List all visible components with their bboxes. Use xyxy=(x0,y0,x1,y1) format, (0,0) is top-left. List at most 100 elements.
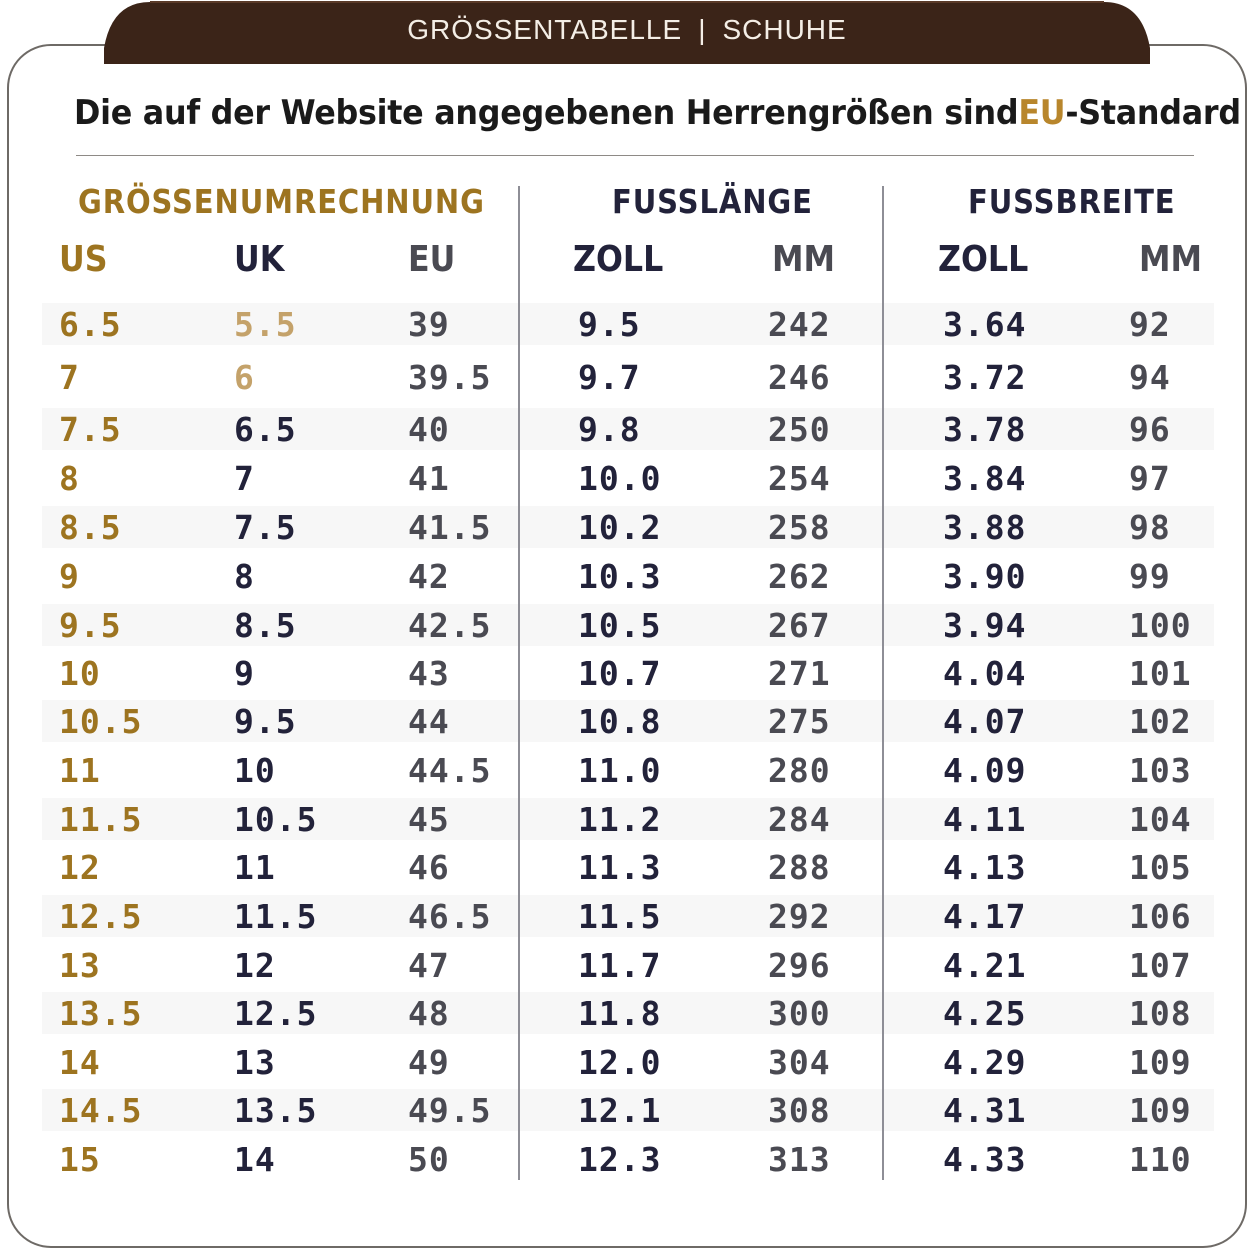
cell-width-mm: 98 xyxy=(1129,508,1171,547)
tab-title-separator: | xyxy=(698,14,707,45)
cell-length-mm: 313 xyxy=(768,1140,831,1179)
cell-eu: 46.5 xyxy=(408,897,492,936)
cell-width-mm: 96 xyxy=(1129,410,1171,449)
cell-eu: 41.5 xyxy=(408,508,492,547)
cell-length-in: 11.8 xyxy=(578,994,662,1033)
cell-length-in: 11.3 xyxy=(578,848,662,887)
cell-length-mm: 280 xyxy=(768,751,831,790)
cell-length-in: 9.7 xyxy=(578,358,641,397)
cell-length-mm: 284 xyxy=(768,800,831,839)
cell-eu: 42 xyxy=(408,557,450,596)
cell-us: 9.5 xyxy=(59,606,122,645)
cell-uk: 10 xyxy=(234,751,276,790)
cell-width-in: 4.29 xyxy=(943,1043,1027,1082)
cell-us: 11 xyxy=(59,751,101,790)
cell-eu: 50 xyxy=(408,1140,450,1179)
row-stripe xyxy=(42,700,1214,742)
cell-length-mm: 275 xyxy=(768,702,831,741)
cell-length-in: 12.0 xyxy=(578,1043,662,1082)
tab-title-right: SCHUHE xyxy=(722,14,847,45)
column-divider-1 xyxy=(518,186,520,1180)
cell-length-mm: 300 xyxy=(768,994,831,1033)
cell-eu: 47 xyxy=(408,946,450,985)
cell-width-mm: 104 xyxy=(1129,800,1192,839)
cell-width-in: 4.31 xyxy=(943,1091,1027,1130)
header-tab-shape xyxy=(104,1,1150,64)
cell-length-in: 10.5 xyxy=(578,606,662,645)
row-stripe xyxy=(42,798,1214,840)
cell-length-in: 10.8 xyxy=(578,702,662,741)
cell-width-mm: 105 xyxy=(1129,848,1192,887)
cell-length-mm: 296 xyxy=(768,946,831,985)
cell-width-mm: 102 xyxy=(1129,702,1192,741)
column-header-length-mm: MM xyxy=(772,239,836,280)
cell-uk: 7 xyxy=(234,459,255,498)
cell-uk: 7.5 xyxy=(234,508,297,547)
cell-eu: 44.5 xyxy=(408,751,492,790)
cell-eu: 39.5 xyxy=(408,358,492,397)
cell-width-mm: 101 xyxy=(1129,654,1192,693)
cell-eu: 49.5 xyxy=(408,1091,492,1130)
cell-width-in: 3.72 xyxy=(943,358,1027,397)
cell-eu: 49 xyxy=(408,1043,450,1082)
cell-width-in: 3.94 xyxy=(943,606,1027,645)
cell-width-in: 4.07 xyxy=(943,702,1027,741)
column-header-us: US xyxy=(59,239,108,280)
cell-length-mm: 271 xyxy=(768,654,831,693)
header-tab-title: GRÖSSENTABELLE | SCHUHE xyxy=(0,14,1254,46)
cell-length-in: 10.0 xyxy=(578,459,662,498)
cell-length-in: 11.5 xyxy=(578,897,662,936)
column-header-eu: EU xyxy=(408,239,456,280)
section-title-width: FUSSBREITE xyxy=(968,182,1176,221)
cell-us: 8.5 xyxy=(59,508,122,547)
cell-us: 14 xyxy=(59,1043,101,1082)
cell-length-mm: 267 xyxy=(768,606,831,645)
headline-suffix: -Standard xyxy=(1065,93,1241,133)
cell-length-mm: 262 xyxy=(768,557,831,596)
row-stripe xyxy=(42,992,1214,1034)
page-headline: Die auf der Website angegebenen Herrengr… xyxy=(74,93,1241,133)
cell-us: 14.5 xyxy=(59,1091,143,1130)
cell-uk: 8.5 xyxy=(234,606,297,645)
cell-length-mm: 242 xyxy=(768,305,831,344)
row-stripe xyxy=(42,1089,1214,1131)
column-divider-2 xyxy=(882,186,884,1180)
headline-text: Die auf der Website angegebenen Herrengr… xyxy=(74,93,1019,133)
cell-us: 12 xyxy=(59,848,101,887)
cell-width-in: 4.13 xyxy=(943,848,1027,887)
cell-length-in: 11.7 xyxy=(578,946,662,985)
cell-us: 8 xyxy=(59,459,80,498)
cell-length-mm: 258 xyxy=(768,508,831,547)
cell-length-in: 11.2 xyxy=(578,800,662,839)
cell-width-in: 3.78 xyxy=(943,410,1027,449)
headline-divider xyxy=(76,155,1194,156)
column-header-uk: UK xyxy=(234,239,285,280)
section-title-length: FUSSLÄNGE xyxy=(612,182,813,221)
cell-width-mm: 99 xyxy=(1129,557,1171,596)
row-stripe xyxy=(42,604,1214,646)
cell-uk: 8 xyxy=(234,557,255,596)
cell-uk: 11.5 xyxy=(234,897,318,936)
cell-width-in: 4.25 xyxy=(943,994,1027,1033)
cell-width-in: 4.21 xyxy=(943,946,1027,985)
cell-us: 7 xyxy=(59,358,80,397)
cell-width-mm: 109 xyxy=(1129,1043,1192,1082)
cell-us: 7.5 xyxy=(59,410,122,449)
cell-us: 9 xyxy=(59,557,80,596)
row-stripe xyxy=(42,506,1214,548)
size-chart-card xyxy=(7,44,1247,1248)
cell-uk: 14 xyxy=(234,1140,276,1179)
cell-width-mm: 109 xyxy=(1129,1091,1192,1130)
cell-length-mm: 304 xyxy=(768,1043,831,1082)
cell-uk: 5.5 xyxy=(234,305,297,344)
cell-length-in: 9.5 xyxy=(578,305,641,344)
cell-width-mm: 110 xyxy=(1129,1140,1192,1179)
cell-width-in: 4.33 xyxy=(943,1140,1027,1179)
cell-length-in: 10.7 xyxy=(578,654,662,693)
cell-length-mm: 254 xyxy=(768,459,831,498)
cell-width-mm: 106 xyxy=(1129,897,1192,936)
section-title-conversion: GRÖSSENUMRECHNUNG xyxy=(78,182,485,221)
cell-eu: 48 xyxy=(408,994,450,1033)
column-header-width-mm: MM xyxy=(1139,239,1203,280)
cell-us: 11.5 xyxy=(59,800,143,839)
